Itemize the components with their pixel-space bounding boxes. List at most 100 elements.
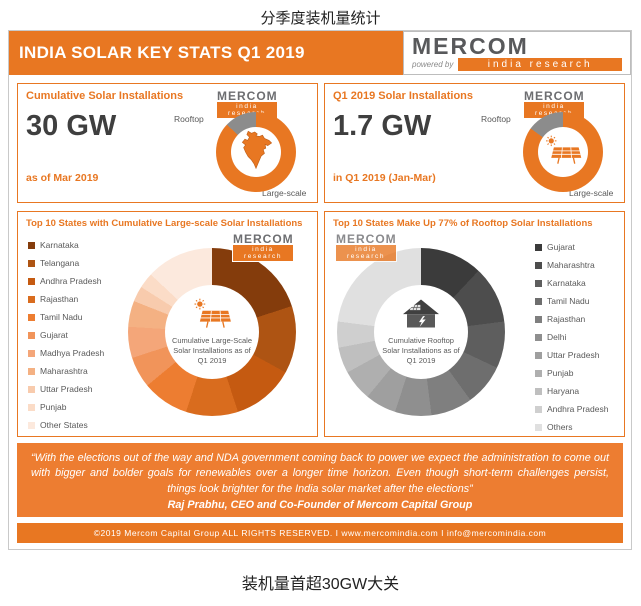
mercom-logo-name: MERCOM xyxy=(524,89,585,103)
legend-label: Karnataka xyxy=(40,240,79,250)
legend-label: Karnataka xyxy=(547,278,586,288)
legend-label: Uttar Pradesh xyxy=(40,384,93,394)
legend-label: Tamil Nadu xyxy=(547,296,590,306)
legend-item: Karnataka xyxy=(535,278,608,288)
top-caption: 分季度装机量统计 xyxy=(260,10,381,27)
page-title: INDIA SOLAR KEY STATS Q1 2019 xyxy=(9,31,403,75)
legend-label: Other States xyxy=(40,420,88,430)
legend-swatch xyxy=(28,295,35,303)
mercom-logo-name: MERCOM xyxy=(233,232,294,246)
mercom-logo-name: MERCOM xyxy=(217,89,278,103)
legend-label: Haryana xyxy=(547,386,580,396)
rooftop-house-icon xyxy=(401,298,441,334)
rooftop-legend: Gujarat Maharashtra Karnataka Tamil Nadu Raj… xyxy=(535,242,608,440)
legend-label: Rajasthan xyxy=(40,294,79,304)
legend-swatch xyxy=(28,241,35,249)
legend-swatch xyxy=(28,331,35,339)
legend-label: Gujarat xyxy=(547,242,575,252)
legend-label: Maharashtra xyxy=(547,260,595,270)
panel-cumulative-installations: Cumulative Solar Installations 30 GW as … xyxy=(17,83,318,203)
legend-item: Uttar Pradesh xyxy=(535,350,608,360)
legend-swatch xyxy=(535,315,542,323)
donut-center-label: Cumulative Rooftop Solar Installations a… xyxy=(382,336,460,365)
legend-item: Karnataka xyxy=(28,240,104,250)
legend-item: Delhi xyxy=(535,332,608,342)
mercom-logo-row: powered by india research xyxy=(412,58,622,71)
legend-swatch xyxy=(535,369,542,377)
q1-subtitle: in Q1 2019 (Jan-Mar) xyxy=(333,172,436,184)
legend-item: Tamil Nadu xyxy=(535,296,608,306)
legend-label: Maharashtra xyxy=(40,366,88,376)
donut-chart-large-scale-states: Cumulative Large-Scale Solar Installatio… xyxy=(128,248,296,416)
legend-label: Others xyxy=(547,422,573,432)
legend-label: Andhra Pradesh xyxy=(40,276,102,286)
quote-block: “With the elections out of the way and N… xyxy=(17,443,623,517)
solar-panel-sun-icon xyxy=(542,135,584,170)
legend-label: Tamil Nadu xyxy=(40,312,83,322)
legend-swatch xyxy=(28,403,35,411)
legend-label: Punjab xyxy=(40,402,67,412)
donut-chart-rooftop-states: Cumulative Rooftop Solar Installations a… xyxy=(337,248,505,416)
mercom-logo-sub: india research xyxy=(233,245,293,261)
panel-title: Top 10 States with Cumulative Large-scal… xyxy=(26,218,303,229)
large-scale-legend: Karnataka Telangana Andhra Pradesh Rajastha… xyxy=(28,240,104,438)
legend-swatch xyxy=(28,421,35,429)
legend-item: Haryana xyxy=(535,386,608,396)
mercom-logo: MERCOM india research xyxy=(335,232,397,262)
legend-swatch xyxy=(28,349,35,357)
panel-q1-installations: Q1 2019 Solar Installations 1.7 GW in Q1… xyxy=(324,83,625,203)
legend-item: Maharashtra xyxy=(28,366,104,376)
india-map-icon xyxy=(239,130,273,174)
legend-swatch xyxy=(28,367,35,375)
legend-swatch xyxy=(535,261,542,269)
donut-chart-cumulative xyxy=(216,112,296,192)
donut-hole: Cumulative Large-Scale Solar Installatio… xyxy=(165,285,259,379)
legend-item: Madhya Pradesh xyxy=(28,348,104,358)
bottom-caption: 装机量首超30GW大关 xyxy=(241,576,400,593)
mercom-logo-name: MERCOM xyxy=(336,232,397,246)
legend-swatch xyxy=(535,405,542,413)
panel-large-scale-states: Top 10 States with Cumulative Large-scal… xyxy=(17,211,318,437)
q1-value: 1.7 GW xyxy=(333,110,432,142)
header-bar: INDIA SOLAR KEY STATS Q1 2019 MERCOM pow… xyxy=(9,31,631,75)
legend-label: Telangana xyxy=(40,258,80,268)
quote-attribution: Raj Prabhu, CEO and Co-Founder of Mercom… xyxy=(167,498,473,511)
legend-swatch xyxy=(535,297,542,305)
footer-bar: ©2019 Mercom Capital Group ALL RIGHTS RE… xyxy=(17,523,623,543)
legend-label: Rajasthan xyxy=(547,314,586,324)
legend-item: Tamil Nadu xyxy=(28,312,104,322)
legend-swatch xyxy=(535,279,542,287)
mercom-logo-sub: india research xyxy=(336,245,396,261)
donut-hole xyxy=(538,127,588,177)
legend-swatch xyxy=(28,385,35,393)
legend-label: Andhra Pradesh xyxy=(547,404,609,414)
legend-swatch xyxy=(28,259,35,267)
mercom-logo-box: MERCOM powered by india research xyxy=(403,31,631,75)
large-scale-label: Large-scale xyxy=(569,188,614,198)
legend-item: Telangana xyxy=(28,258,104,268)
legend-item: Maharashtra xyxy=(535,260,608,270)
mercom-logo-sub: india research xyxy=(458,58,622,71)
legend-swatch xyxy=(535,351,542,359)
donut-chart-q1 xyxy=(523,112,603,192)
legend-item: Gujarat xyxy=(28,330,104,340)
legend-swatch xyxy=(535,387,542,395)
donut-center-label: Cumulative Large-Scale Solar Installatio… xyxy=(171,336,253,365)
donut-hole xyxy=(231,127,281,177)
legend-item: Uttar Pradesh xyxy=(28,384,104,394)
legend-label: Uttar Pradesh xyxy=(547,350,600,360)
legend-item: Punjab xyxy=(28,402,104,412)
legend-swatch xyxy=(535,333,542,341)
legend-label: Madhya Pradesh xyxy=(40,348,105,358)
legend-label: Gujarat xyxy=(40,330,68,340)
legend-item: Gujarat xyxy=(535,242,608,252)
mercom-logo-name: MERCOM xyxy=(412,33,529,59)
legend-item: Rajasthan xyxy=(535,314,608,324)
legend-swatch xyxy=(28,313,35,321)
solar-panel-sun-icon xyxy=(190,298,234,334)
legend-item: Rajasthan xyxy=(28,294,104,304)
donut-hole: Cumulative Rooftop Solar Installations a… xyxy=(374,285,468,379)
legend-swatch xyxy=(535,243,542,251)
powered-by-label: powered by xyxy=(412,60,454,69)
